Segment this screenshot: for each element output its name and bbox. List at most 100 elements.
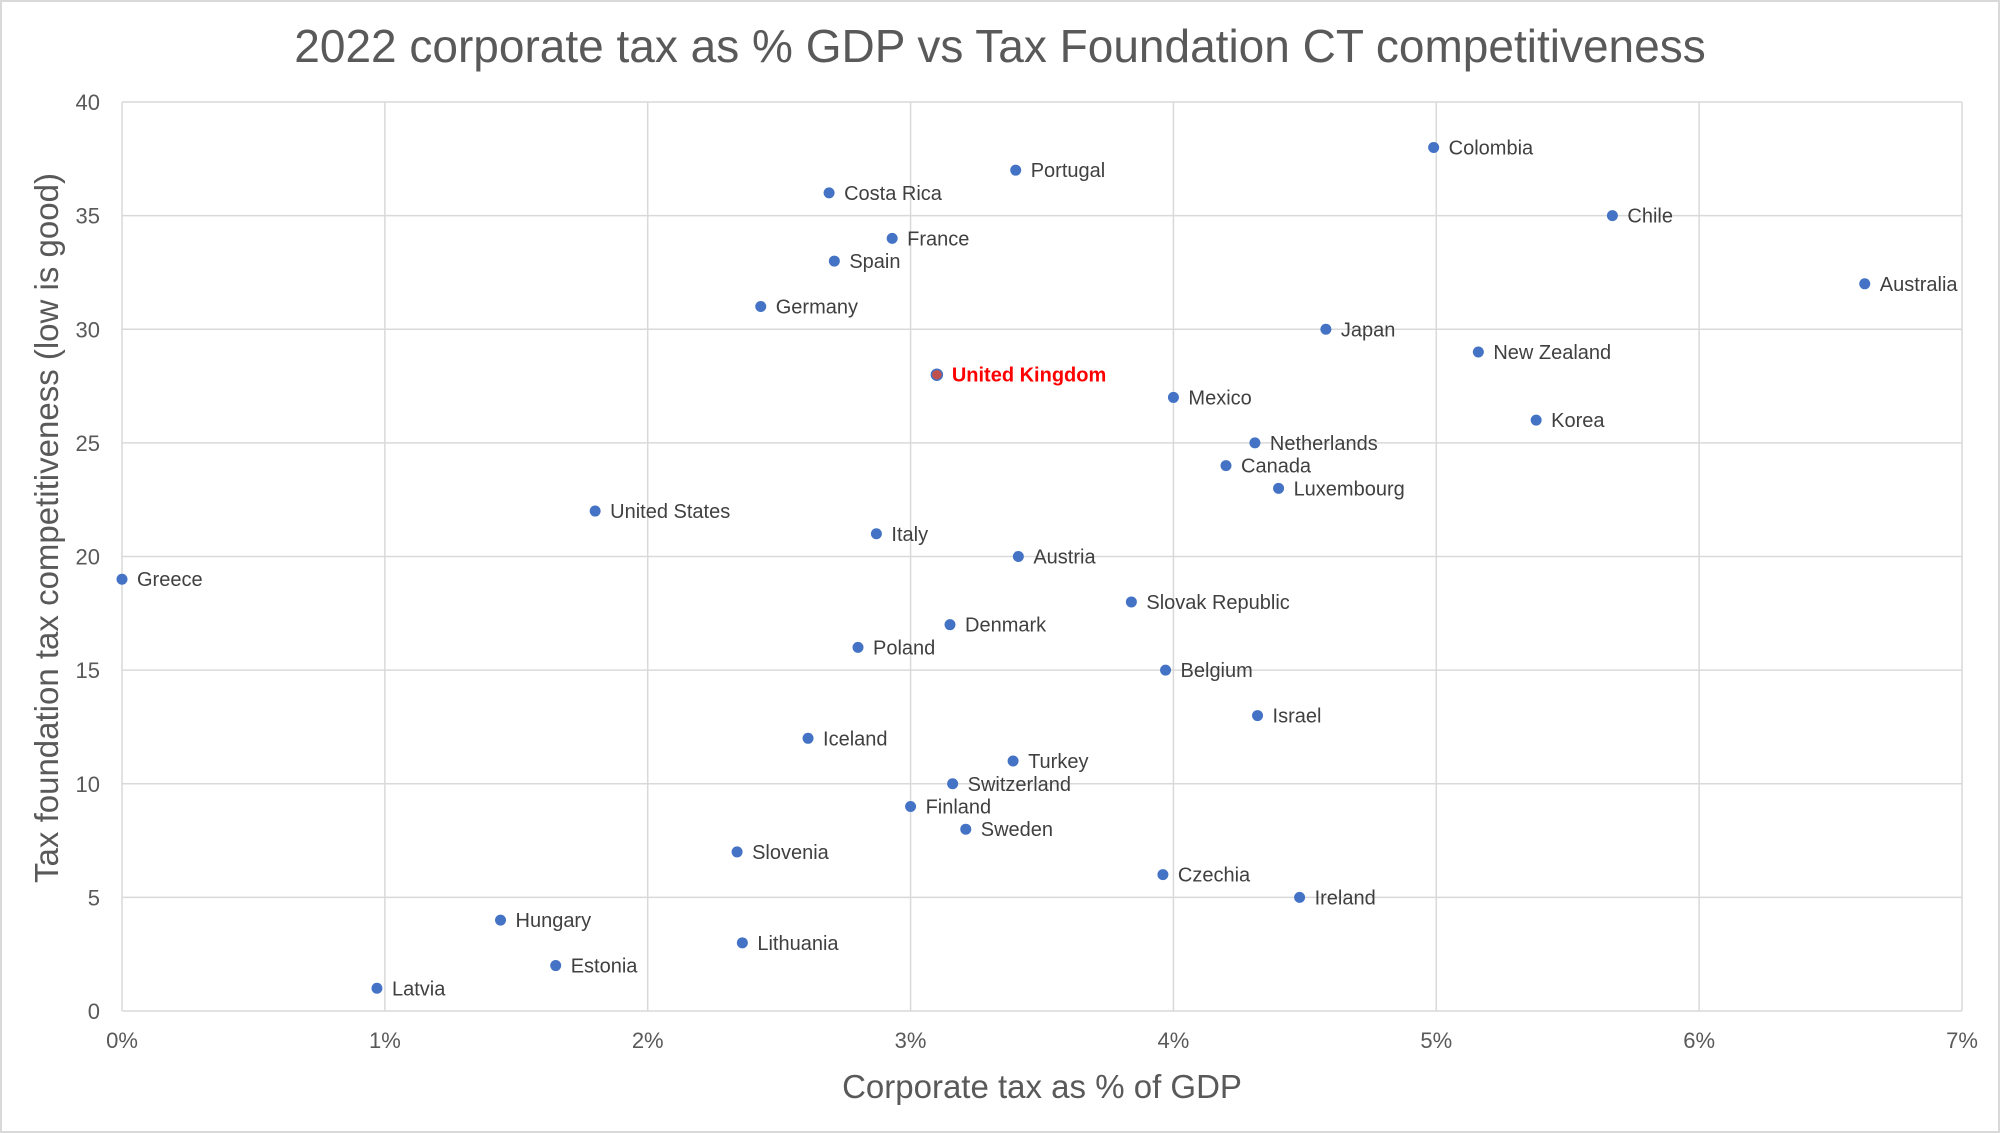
data-point: [116, 573, 128, 585]
data-label: Slovenia: [752, 842, 830, 864]
data-label: Estonia: [571, 956, 639, 978]
data-label: Denmark: [965, 615, 1047, 637]
data-point: [1160, 664, 1172, 676]
data-point-group: Sweden: [960, 819, 1053, 841]
data-point: [828, 255, 840, 267]
data-label: Poland: [873, 637, 935, 659]
data-label: Lithuania: [757, 933, 839, 955]
data-point-group: Estonia: [550, 956, 638, 978]
data-label: Luxembourg: [1294, 478, 1405, 500]
data-label: Costa Rica: [844, 183, 943, 205]
y-tick-label: 25: [76, 431, 100, 456]
data-point-group: Costa Rica: [823, 183, 943, 205]
data-label: Hungary: [516, 910, 592, 932]
x-axis-title: Corporate tax as % of GDP: [842, 1068, 1242, 1105]
data-point: [589, 505, 601, 517]
data-point-group: Latvia: [371, 978, 446, 1000]
data-label: Australia: [1880, 274, 1959, 296]
data-label: Japan: [1341, 319, 1396, 341]
data-point-group: France: [886, 228, 969, 250]
x-tick-label: 4%: [1158, 1028, 1190, 1053]
data-label: Austria: [1033, 547, 1096, 569]
data-point: [1012, 551, 1024, 562]
data-point-group: Greece: [116, 569, 203, 591]
x-tick-label: 0%: [106, 1028, 138, 1053]
data-point-group: Chile: [1606, 206, 1673, 228]
y-tick-label: 35: [76, 204, 100, 229]
data-label: Mexico: [1188, 387, 1251, 409]
data-point: [823, 187, 835, 199]
data-label: Sweden: [981, 819, 1053, 841]
data-label: Turkey: [1028, 751, 1088, 773]
data-point: [1320, 323, 1332, 335]
data-point-group: Portugal: [1010, 160, 1105, 182]
data-point-group: Ireland: [1294, 887, 1376, 909]
data-point-group: Australia: [1859, 274, 1958, 296]
data-point-group: Turkey: [1007, 751, 1088, 773]
x-tick-label: 2%: [632, 1028, 664, 1053]
data-point-group: United Kingdom: [930, 365, 1106, 387]
data-point: [1167, 391, 1179, 403]
data-point-group: Finland: [905, 796, 991, 818]
data-point: [944, 619, 956, 631]
data-label: Switzerland: [968, 774, 1071, 796]
data-point: [960, 823, 972, 835]
x-tick-label: 6%: [1683, 1028, 1715, 1053]
x-tick-label: 1%: [369, 1028, 401, 1053]
data-label: Italy: [891, 524, 928, 546]
data-point-group: Korea: [1530, 410, 1605, 432]
data-points: Colombia Portugal Costa Rica Chile France Spa…: [116, 137, 1958, 1000]
data-point-group: Lithuania: [736, 933, 839, 955]
data-point: [755, 301, 767, 313]
data-point: [852, 641, 864, 653]
data-point-group: Czechia: [1157, 865, 1251, 887]
data-point-group: New Zealand: [1472, 342, 1611, 364]
tick-labels: 0% 1% 2% 3% 4% 5% 6% 7% 0 5 10 15 20 25 30 35 40: [76, 90, 1978, 1053]
data-label: Germany: [776, 297, 858, 319]
data-point: [1157, 869, 1169, 881]
y-tick-label: 0: [88, 999, 100, 1024]
y-axis-title: Tax foundation tax competitiveness (low …: [28, 173, 65, 883]
data-label: Portugal: [1031, 160, 1106, 182]
x-tick-label: 7%: [1946, 1028, 1978, 1053]
data-point-group: Netherlands: [1249, 433, 1378, 455]
data-point-group: Colombia: [1428, 137, 1534, 159]
data-label: France: [907, 228, 969, 250]
data-label: Netherlands: [1270, 433, 1378, 455]
data-point-group: Israel: [1252, 706, 1321, 728]
data-point-group: Canada: [1220, 456, 1312, 478]
y-tick-label: 15: [76, 658, 100, 683]
data-point: [905, 800, 917, 812]
data-label: Iceland: [823, 728, 888, 750]
data-label: Latvia: [392, 978, 446, 1000]
data-point: [1428, 141, 1440, 153]
data-point: [731, 846, 743, 858]
data-point: [1294, 891, 1306, 903]
data-point: [495, 914, 507, 926]
data-label: Belgium: [1181, 660, 1253, 682]
data-point-group: Slovak Republic: [1125, 592, 1290, 614]
data-point-group: Mexico: [1167, 387, 1252, 409]
data-point-group: United States: [589, 501, 730, 523]
y-tick-label: 10: [76, 772, 100, 797]
x-tick-label: 3%: [895, 1028, 927, 1053]
data-point: [930, 368, 944, 381]
data-point: [1125, 596, 1137, 608]
x-tick-label: 5%: [1420, 1028, 1452, 1053]
chart-title: 2022 corporate tax as % GDP vs Tax Found…: [294, 20, 1705, 72]
data-label: Greece: [137, 569, 203, 591]
data-point-group: Hungary: [495, 910, 591, 932]
data-point: [1249, 437, 1261, 449]
data-point-group: Italy: [870, 524, 928, 546]
data-label: Slovak Republic: [1146, 592, 1289, 614]
data-label: Canada: [1241, 456, 1312, 478]
data-point-group: Denmark: [944, 615, 1047, 637]
data-point-group: Switzerland: [947, 774, 1071, 796]
data-label: Israel: [1273, 706, 1322, 728]
data-point: [1472, 346, 1484, 358]
y-tick-label: 20: [76, 545, 100, 570]
y-tick-label: 30: [76, 317, 100, 342]
data-label: Czechia: [1178, 865, 1251, 887]
data-point: [736, 937, 748, 949]
